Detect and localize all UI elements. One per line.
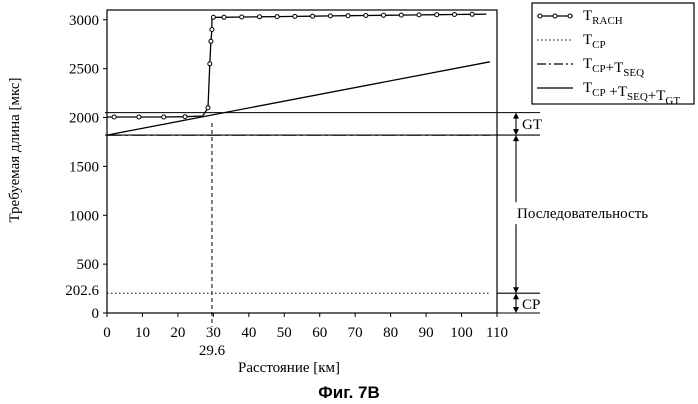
series-1-point — [162, 115, 166, 119]
y-tick-label: 1500 — [69, 159, 99, 175]
cp-label: CP — [522, 297, 540, 313]
series-1-point — [208, 62, 212, 66]
series-1-point — [328, 14, 332, 18]
sequence-label: Последовательность — [517, 206, 648, 222]
x-tick-label: 30 — [206, 325, 221, 341]
gt-bracket — [513, 113, 519, 135]
y-tick-label: 2500 — [69, 62, 99, 78]
annotation-layer: GT Последовательность CP — [105, 113, 648, 313]
series-1-point — [211, 15, 215, 19]
series-line-1 — [107, 14, 486, 117]
gt-label: GT — [522, 117, 542, 133]
y-tick-layer: 0 500 1000 1500 2000 2500 3000 202.6 — [65, 13, 107, 322]
plot-frame — [107, 10, 497, 313]
series-1-point — [382, 13, 386, 17]
figure-caption: Фиг. 7B — [318, 383, 380, 402]
x-tick-label: 0 — [103, 325, 111, 341]
y-axis-label: Требуемая длина [мкс] — [7, 77, 23, 222]
series-1-point — [470, 12, 474, 16]
series-1-point — [435, 13, 439, 17]
legend-swatch-marker — [538, 14, 542, 18]
series-1-point — [399, 13, 403, 17]
series-1-point — [240, 15, 244, 19]
legend: TRACHTCPTCP+TSEQTCP +TSEQ+TGT — [532, 3, 694, 107]
x-extra-tick-label: 29.6 — [199, 343, 226, 359]
y-tick-label: 500 — [77, 257, 100, 273]
legend-swatch-marker — [553, 14, 557, 18]
x-tick-label: 110 — [486, 325, 508, 341]
y-tick-label: 1000 — [69, 208, 99, 224]
legend-swatch-marker — [568, 14, 572, 18]
series-1-point — [222, 15, 226, 19]
series-1-point — [183, 115, 187, 119]
series-layer — [107, 12, 490, 327]
x-tick-label: 70 — [348, 325, 363, 341]
x-tick-label: 20 — [170, 325, 185, 341]
series-1-point — [209, 39, 213, 43]
series-1-point — [417, 13, 421, 17]
y-tick-label: 3000 — [69, 13, 99, 29]
series-1-point — [112, 115, 116, 119]
y-tick-label: 0 — [92, 306, 100, 322]
x-tick-layer: 0 10 20 30 40 50 60 70 80 90 100 110 29.6 — [103, 313, 508, 359]
series-1-point — [311, 14, 315, 18]
x-tick-label: 40 — [241, 325, 256, 341]
series-1-point — [206, 106, 210, 110]
series-1-point — [137, 115, 141, 119]
series-1-point — [275, 15, 279, 19]
x-tick-label: 80 — [383, 325, 398, 341]
x-axis-label: Расстояние [км] — [238, 360, 340, 376]
series-1-point — [210, 28, 214, 32]
series-1-point — [258, 15, 262, 19]
y-extra-tick-label: 202.6 — [65, 283, 99, 299]
x-tick-label: 10 — [135, 325, 150, 341]
series-1-point — [453, 13, 457, 17]
series-1-point — [293, 14, 297, 18]
series-1-point — [364, 14, 368, 18]
x-tick-label: 60 — [312, 325, 327, 341]
x-tick-label: 50 — [277, 325, 292, 341]
series-line-4 — [107, 62, 490, 135]
y-tick-label: 2000 — [69, 111, 99, 127]
cp-bracket — [513, 293, 519, 313]
series-1-point — [346, 14, 350, 18]
x-tick-label: 100 — [450, 325, 473, 341]
x-tick-label: 90 — [419, 325, 434, 341]
